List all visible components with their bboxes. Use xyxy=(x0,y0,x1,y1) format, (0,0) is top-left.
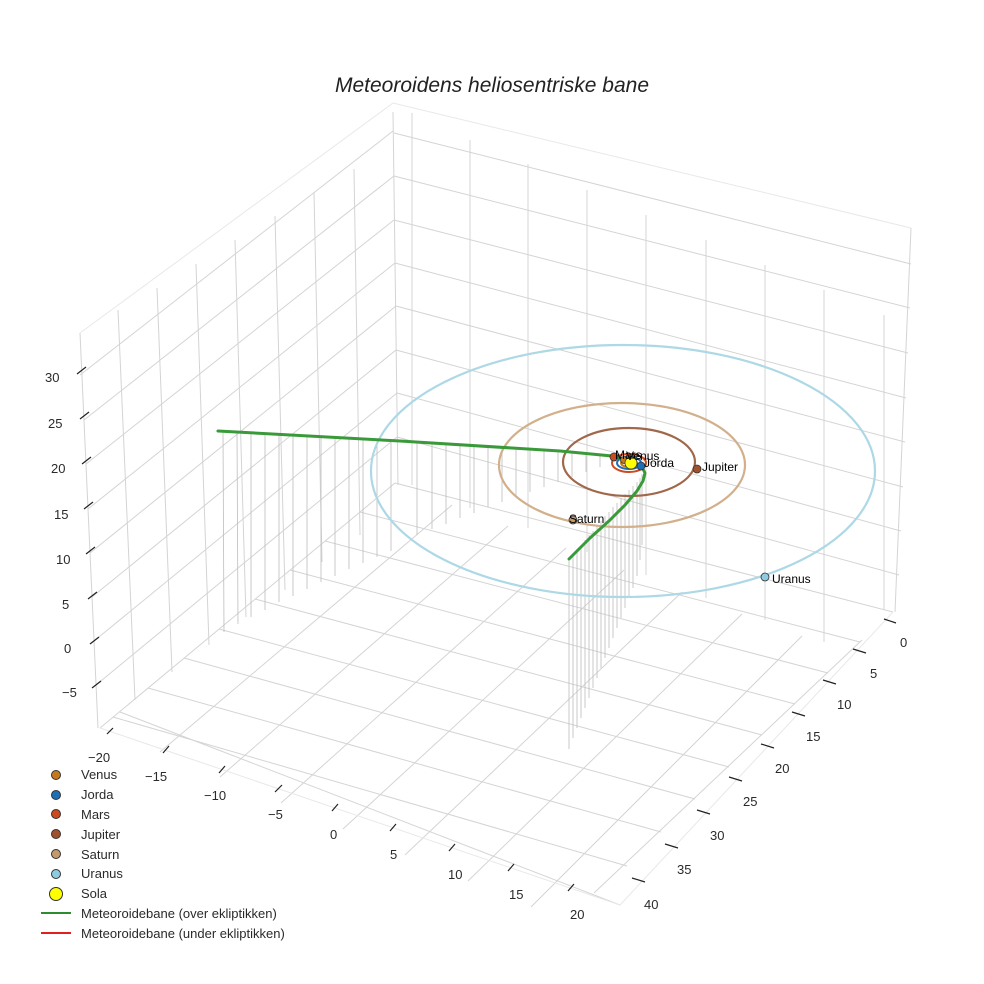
y-tick-label: 5 xyxy=(870,666,877,681)
x-tick-label: 15 xyxy=(509,887,523,902)
box-edges xyxy=(79,102,912,906)
z-tick-label: 0 xyxy=(64,641,71,656)
z-tick-label: 5 xyxy=(62,597,69,612)
marker-jupiter[interactable] xyxy=(692,464,702,474)
label-uranus: Uranus xyxy=(772,572,811,586)
orbits xyxy=(369,343,877,599)
mars-marker-icon xyxy=(38,807,74,821)
red-line-icon xyxy=(38,926,74,940)
label-mars: Mars xyxy=(615,448,642,462)
y-tick-label: 30 xyxy=(710,828,724,843)
chart-title: Meteoroidens heliosentriske bane xyxy=(334,74,650,97)
label-jorda: Jorda xyxy=(644,456,674,470)
floor-grid xyxy=(99,482,894,908)
y-tick-label: 0 xyxy=(900,635,907,650)
legend-item-path-below[interactable]: Meteoroidebane (under ekliptikken) xyxy=(38,923,285,943)
planets xyxy=(568,452,770,582)
z-tick-label: 10 xyxy=(56,552,70,567)
legend-item-uranus[interactable]: Uranus xyxy=(38,864,285,884)
venus-marker-icon xyxy=(38,768,74,782)
y-tick-label: 10 xyxy=(837,697,851,712)
y-tick-label: 35 xyxy=(677,862,691,877)
mars-orbit xyxy=(611,453,647,473)
y-axis: 0 5 10 15 20 25 30 35 40 xyxy=(631,618,907,912)
legend-item-venus[interactable]: Venus xyxy=(38,765,285,785)
uranus-marker-icon xyxy=(38,867,74,881)
back-left-wall-grid xyxy=(79,111,399,729)
drop-lines xyxy=(222,431,643,749)
z-tick-label: 15 xyxy=(54,507,68,522)
x-axis: −20 −15 −10 −5 0 5 10 15 20 xyxy=(88,727,584,922)
jupiter-orbit xyxy=(561,426,697,498)
legend-item-jorda[interactable]: Jorda xyxy=(38,785,285,805)
legend-item-sola[interactable]: Sola xyxy=(38,884,285,904)
z-tick-label: 25 xyxy=(48,416,62,431)
y-tick-label: 15 xyxy=(806,729,820,744)
legend-label: Venus xyxy=(81,767,118,783)
marker-sola[interactable] xyxy=(624,456,638,470)
y-tick-label: 20 xyxy=(775,761,789,776)
meteoroid-path[interactable] xyxy=(216,429,647,561)
legend-label: Sola xyxy=(81,886,108,902)
legend-label: Mars xyxy=(81,806,110,822)
saturn-orbit xyxy=(497,401,747,529)
legend-label: Jorda xyxy=(81,787,114,803)
marker-saturn[interactable] xyxy=(568,515,578,525)
x-tick-label: 10 xyxy=(448,867,462,882)
x-tick-label: −10 xyxy=(204,788,226,803)
green-line-icon xyxy=(38,906,74,920)
marker-mars[interactable] xyxy=(609,452,619,462)
jupiter-marker-icon xyxy=(38,827,74,841)
back-right-wall-grid xyxy=(393,113,912,642)
x-tick-label: 0 xyxy=(330,827,337,842)
y-tick-label: 25 xyxy=(743,794,757,809)
meteoroid-path-above-ecliptic[interactable] xyxy=(216,429,647,561)
uranus-orbit xyxy=(369,343,877,599)
label-venus: Venus xyxy=(626,449,659,463)
legend-label: Meteoroidebane (over ekliptikken) xyxy=(81,905,277,921)
legend-label: Saturn xyxy=(81,846,120,862)
legend-item-saturn[interactable]: Saturn xyxy=(38,844,285,864)
z-axis: 30 25 20 15 10 5 0 −5 xyxy=(45,366,102,700)
jorda-marker-icon xyxy=(38,788,74,802)
legend-item-path-above[interactable]: Meteoroidebane (over ekliptikken) xyxy=(38,904,285,924)
x-tick-label: 5 xyxy=(390,847,397,862)
x-tick-label: −15 xyxy=(145,769,167,784)
legend-label: Meteoroidebane (under ekliptikken) xyxy=(81,925,285,941)
z-tick-label: −5 xyxy=(62,685,77,700)
x-tick-label: 20 xyxy=(570,907,584,922)
sola-marker-icon xyxy=(38,886,74,901)
label-saturn: Saturn xyxy=(569,512,604,526)
z-tick-label: 20 xyxy=(51,461,65,476)
z-tick-label: 30 xyxy=(45,370,59,385)
legend: Venus Jorda Mars Jupiter Saturn Uranus S… xyxy=(38,765,285,943)
planet-labels: Mars Venus Jorda Jupiter Saturn Uranus xyxy=(569,448,811,586)
marker-uranus[interactable] xyxy=(760,572,770,582)
legend-label: Uranus xyxy=(81,866,123,882)
label-jupiter: Jupiter xyxy=(702,460,738,474)
y-tick-label: 40 xyxy=(644,897,658,912)
legend-item-jupiter[interactable]: Jupiter xyxy=(38,824,285,844)
legend-item-mars[interactable]: Mars xyxy=(38,805,285,825)
legend-label: Jupiter xyxy=(81,826,121,842)
x-tick-label: −5 xyxy=(268,807,283,822)
x-tick-label: −20 xyxy=(88,750,110,765)
marker-jorda[interactable] xyxy=(636,461,646,471)
saturn-marker-icon xyxy=(38,847,74,861)
